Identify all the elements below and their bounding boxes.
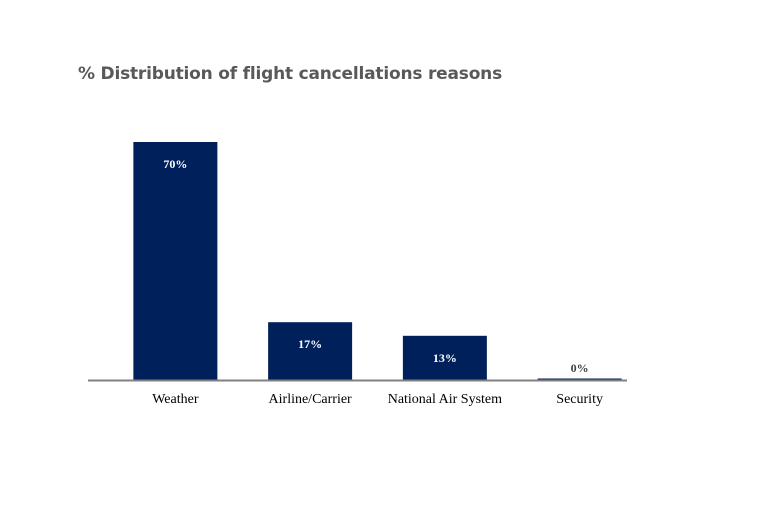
data-label: 70%	[163, 157, 187, 171]
bar-airline-carrier	[268, 322, 353, 380]
data-label: 0%	[571, 361, 589, 375]
bar-weather	[133, 142, 218, 380]
category-label: Security	[556, 392, 603, 407]
bar-security	[537, 378, 622, 380]
category-label: Airline/Carrier	[269, 392, 353, 407]
data-label: 13%	[433, 351, 457, 365]
bar-national-air-system	[402, 335, 487, 380]
category-label: Weather	[152, 392, 199, 407]
category-label: National Air System	[388, 392, 502, 407]
bars-group	[133, 142, 622, 380]
labels-group: 70% Weather 17% Airline/Carrier 13% National …	[152, 157, 603, 407]
data-label: 17%	[298, 337, 322, 351]
chart-title: % Distribution of flight cancellations r…	[78, 64, 502, 84]
